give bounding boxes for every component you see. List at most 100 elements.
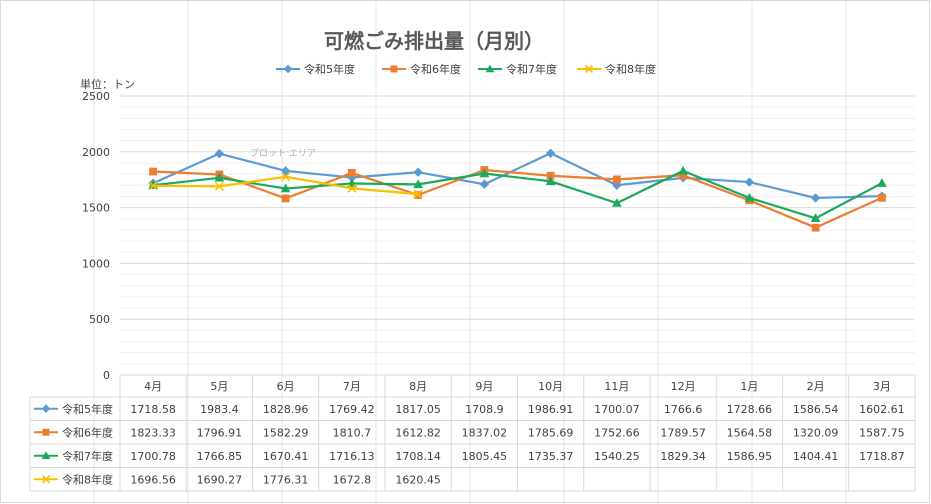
triangle-marker[interactable] bbox=[810, 213, 821, 222]
square-marker[interactable] bbox=[149, 167, 158, 176]
table-cell: 1776.31 bbox=[263, 473, 309, 486]
y-tick-label: 2500 bbox=[82, 90, 110, 103]
x-marker[interactable] bbox=[148, 181, 158, 191]
table-row-header: 令和6年度 bbox=[62, 425, 113, 439]
table-row-header: 令和5年度 bbox=[62, 402, 113, 416]
table-cell: 1837.02 bbox=[462, 426, 508, 439]
diamond-marker[interactable] bbox=[479, 179, 490, 189]
x-marker[interactable] bbox=[214, 181, 224, 191]
diamond-marker[interactable] bbox=[612, 180, 622, 190]
table-row: 令和8年度 1696.56 1690.27 1776.31 1672.8 1620.45 bbox=[30, 472, 915, 492]
table-cell: 1718.58 bbox=[130, 403, 176, 416]
x-tick-label: 7月 bbox=[343, 380, 361, 393]
data-table: 令和5年度 1718.58 1983.4 1828.96 1769.42 1817.05 1… bbox=[29, 396, 915, 492]
table-cell: 1404.41 bbox=[793, 450, 839, 463]
triangle-marker[interactable] bbox=[744, 192, 755, 202]
table-cell: 1983.4 bbox=[200, 403, 239, 416]
square-marker[interactable] bbox=[811, 223, 820, 232]
table-cell: 1829.34 bbox=[660, 450, 706, 463]
square-marker[interactable] bbox=[612, 175, 621, 184]
table-cell: 1735.37 bbox=[528, 450, 574, 463]
table-cell: 1700.07 bbox=[594, 403, 640, 416]
square-marker[interactable] bbox=[347, 169, 356, 177]
table-cell: 1728.66 bbox=[727, 403, 773, 416]
diamond-marker[interactable] bbox=[214, 148, 225, 159]
plot-area[interactable] bbox=[148, 148, 887, 232]
diamond-marker[interactable] bbox=[280, 166, 291, 176]
x-marker[interactable] bbox=[41, 475, 51, 484]
triangle-marker[interactable] bbox=[280, 183, 291, 193]
table-cell: 1587.75 bbox=[859, 426, 905, 439]
diamond-marker[interactable] bbox=[413, 167, 423, 177]
table-cell: 1586.54 bbox=[793, 403, 839, 416]
diamond-marker[interactable] bbox=[545, 148, 556, 158]
diamond-marker[interactable] bbox=[744, 177, 755, 187]
triangle-marker[interactable] bbox=[545, 176, 556, 186]
y-axis: 0 500 1000 1500 2000 2500 bbox=[82, 90, 110, 382]
x-tick-label: 1月 bbox=[740, 380, 758, 393]
x-marker[interactable] bbox=[281, 172, 291, 182]
legend[interactable]: 令和5年度 令和6年度 令和7年度 令和8年度 bbox=[276, 62, 656, 76]
table-cell: 1602.61 bbox=[859, 403, 905, 416]
table-cell: 1817.05 bbox=[395, 403, 441, 416]
chart-title: 可燃ごみ排出量（月別） bbox=[324, 29, 544, 53]
square-marker[interactable] bbox=[877, 193, 886, 202]
x-tick-label: 5月 bbox=[210, 380, 228, 393]
series-令和8年度[interactable] bbox=[148, 172, 423, 199]
table-cell: 1620.45 bbox=[395, 473, 441, 486]
x-tick-label: 9月 bbox=[475, 380, 493, 393]
major-gridlines bbox=[119, 95, 916, 491]
table-cell: 1766.85 bbox=[197, 450, 243, 463]
series-line[interactable] bbox=[153, 169, 883, 220]
x-marker[interactable] bbox=[413, 189, 423, 199]
table-cell: 1752.66 bbox=[594, 426, 640, 439]
legend-item[interactable]: 令和5年度 bbox=[276, 62, 355, 76]
triangle-marker[interactable] bbox=[479, 168, 490, 178]
table-cell: 1708.9 bbox=[465, 403, 504, 416]
table-row-header: 令和8年度 bbox=[62, 472, 113, 486]
series-line[interactable] bbox=[152, 152, 882, 200]
y-tick-label: 0 bbox=[103, 369, 110, 382]
triangle-marker[interactable] bbox=[41, 451, 51, 460]
diamond-marker[interactable] bbox=[283, 64, 293, 74]
series-令和6年度[interactable] bbox=[149, 166, 886, 232]
x-marker[interactable] bbox=[584, 64, 594, 74]
series-令和7年度[interactable] bbox=[148, 165, 887, 222]
triangle-marker[interactable] bbox=[612, 198, 622, 207]
diamond-marker[interactable] bbox=[810, 193, 821, 203]
table-cell: 1716.13 bbox=[329, 450, 375, 463]
square-marker[interactable] bbox=[281, 194, 290, 203]
minor-gridlines bbox=[120, 106, 915, 365]
series-line[interactable] bbox=[153, 168, 883, 229]
diamond-marker[interactable] bbox=[41, 404, 51, 413]
square-marker[interactable] bbox=[390, 65, 398, 73]
table-cell: 1796.91 bbox=[197, 426, 243, 439]
table-cell: 1540.25 bbox=[594, 450, 640, 463]
table-cell: 1672.8 bbox=[333, 473, 372, 486]
table-row: 令和6年度 1823.33 1796.91 1582.29 1810.7 1612.82 1… bbox=[30, 425, 915, 445]
triangle-marker[interactable] bbox=[413, 179, 423, 189]
y-tick-label: 1500 bbox=[82, 202, 110, 215]
x-axis: 4月 5月 6月 7月 8月 9月 10月 11月 12月 1月 2月 3月 bbox=[144, 380, 891, 393]
legend-label: 令和7年度 bbox=[506, 62, 557, 76]
x-tick-label: 8月 bbox=[409, 380, 427, 393]
triangle-marker[interactable] bbox=[877, 178, 887, 187]
square-marker[interactable] bbox=[42, 428, 50, 436]
x-tick-label: 6月 bbox=[277, 380, 295, 393]
legend-item[interactable]: 令和6年度 bbox=[382, 62, 461, 76]
triangle-marker[interactable] bbox=[678, 165, 688, 175]
triangle-marker[interactable] bbox=[347, 178, 357, 188]
legend-item[interactable]: 令和8年度 bbox=[577, 62, 656, 76]
x-tick-label: 4月 bbox=[144, 380, 162, 393]
triangle-marker[interactable] bbox=[485, 64, 495, 73]
table-row: 令和7年度 1700.78 1766.85 1670.41 1716.13 1708.14… bbox=[30, 449, 915, 468]
x-marker[interactable] bbox=[347, 183, 357, 193]
y-tick-label: 1000 bbox=[82, 257, 110, 270]
table-cell: 1828.96 bbox=[263, 403, 309, 416]
legend-item[interactable]: 令和7年度 bbox=[478, 62, 557, 76]
table-cell: 1766.6 bbox=[664, 403, 703, 416]
triangle-marker[interactable] bbox=[214, 172, 225, 182]
table-cell: 1708.14 bbox=[395, 450, 441, 463]
